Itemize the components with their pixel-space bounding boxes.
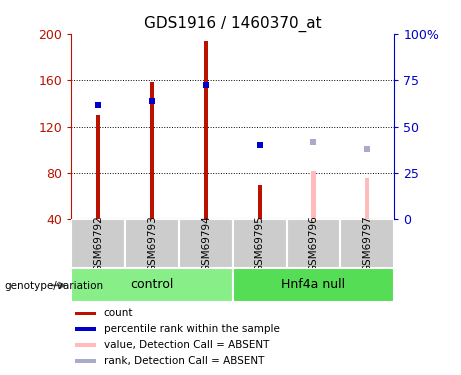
Bar [75, 343, 96, 347]
Text: GSM69794: GSM69794 [201, 215, 211, 272]
Bar [233, 219, 287, 268]
Text: count: count [104, 309, 133, 318]
Bar [365, 178, 369, 219]
Text: GSM69793: GSM69793 [147, 215, 157, 272]
Text: GSM69796: GSM69796 [308, 215, 319, 272]
Bar [287, 219, 340, 268]
Text: value, Detection Call = ABSENT: value, Detection Call = ABSENT [104, 340, 269, 350]
Bar [204, 41, 208, 219]
Bar [71, 219, 125, 268]
Bar [179, 219, 233, 268]
Bar [258, 184, 262, 219]
Bar [75, 312, 96, 315]
Text: GSM69792: GSM69792 [93, 215, 103, 272]
Bar [96, 115, 100, 219]
Text: Hnf4a null: Hnf4a null [281, 279, 346, 291]
Bar [125, 219, 179, 268]
Text: genotype/variation: genotype/variation [5, 281, 104, 291]
Bar [150, 82, 154, 219]
Text: percentile rank within the sample: percentile rank within the sample [104, 324, 279, 334]
Text: rank, Detection Call = ABSENT: rank, Detection Call = ABSENT [104, 356, 264, 366]
Bar [75, 327, 96, 331]
Title: GDS1916 / 1460370_at: GDS1916 / 1460370_at [144, 16, 322, 32]
Text: GSM69795: GSM69795 [254, 215, 265, 272]
Text: control: control [130, 279, 174, 291]
Bar [75, 359, 96, 363]
Bar [71, 268, 233, 302]
Bar [233, 268, 394, 302]
Text: GSM69797: GSM69797 [362, 215, 372, 272]
Bar [311, 171, 316, 219]
Bar [340, 219, 394, 268]
